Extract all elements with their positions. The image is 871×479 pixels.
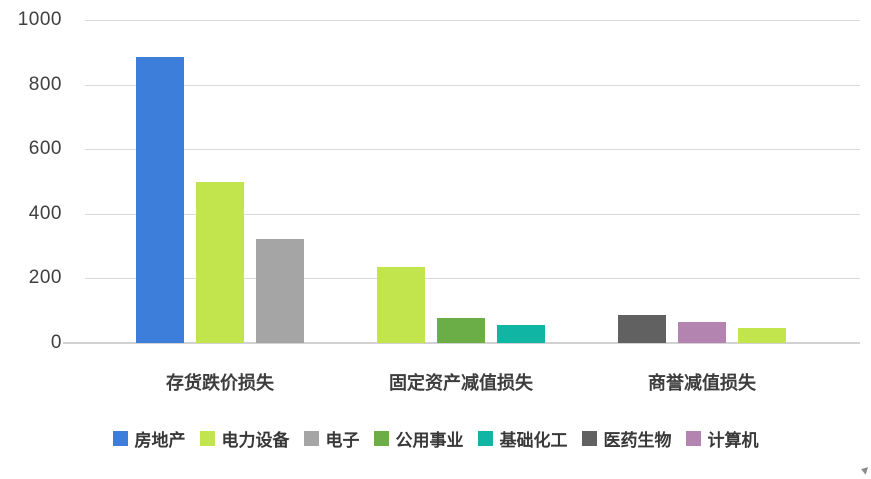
y-tick-label-200: 200 xyxy=(28,267,62,289)
y-tick-label-400: 400 xyxy=(28,202,62,224)
legend-swatch-icon xyxy=(199,431,215,446)
legend-item-计算机: 计算机 xyxy=(685,426,759,451)
x-category-label: 商誉减值损失 xyxy=(648,373,756,393)
bar-存货跌价损失-房地产 xyxy=(136,57,184,343)
legend-swatch-icon xyxy=(373,431,389,446)
bar-商誉减值损失-电力设备 xyxy=(738,328,786,343)
bar-固定资产减值损失-电力设备 xyxy=(377,267,425,343)
legend-item-label: 电子 xyxy=(325,431,360,450)
y-tick-label-600: 600 xyxy=(28,138,62,160)
gridline-400 xyxy=(85,213,860,215)
legend-item-label: 医药生物 xyxy=(603,431,672,450)
y-tick-label-0: 0 xyxy=(50,332,62,353)
cursor-artifact xyxy=(859,465,869,475)
legend-swatch-icon xyxy=(581,431,597,446)
legend-item-label: 电力设备 xyxy=(221,431,290,450)
legend-item-电力设备: 电力设备 xyxy=(199,426,290,451)
legend-swatch-icon xyxy=(303,431,319,446)
legend-item-基础化工: 基础化工 xyxy=(477,426,568,451)
bar-商誉减值损失-计算机 xyxy=(678,322,726,343)
x-axis-line xyxy=(63,342,860,344)
legend-item-label: 计算机 xyxy=(707,431,759,450)
legend-item-医药生物: 医药生物 xyxy=(581,426,672,451)
legend-item-label: 基础化工 xyxy=(499,431,568,450)
legend-swatch-icon xyxy=(112,431,128,446)
gridline-200 xyxy=(85,278,860,280)
legend-item-房地产: 房地产 xyxy=(112,426,186,451)
legend-item-label: 房地产 xyxy=(134,431,186,450)
bar-存货跌价损失-电子 xyxy=(256,239,304,343)
y-tick-label-800: 800 xyxy=(28,73,62,95)
gridline-800 xyxy=(85,84,860,86)
x-category-label: 存货跌价损失 xyxy=(166,373,274,393)
bar-固定资产减值损失-公用事业 xyxy=(437,318,485,343)
y-tick-label-1000: 1000 xyxy=(17,9,62,30)
bar-商誉减值损失-医药生物 xyxy=(618,315,666,343)
legend-swatch-icon xyxy=(477,431,493,446)
legend-item-label: 公用事业 xyxy=(395,431,464,450)
x-category-label: 固定资产减值损失 xyxy=(389,373,533,393)
gridline-600 xyxy=(85,149,860,151)
bar-存货跌价损失-电力设备 xyxy=(196,182,244,343)
bar-固定资产减值损失-基础化工 xyxy=(497,325,545,343)
legend: 房地产 电力设备 电子 公用事业 基础化工 医药生物 计算机 xyxy=(0,426,871,451)
legend-item-公用事业: 公用事业 xyxy=(373,426,464,451)
legend-item-电子: 电子 xyxy=(303,426,360,451)
gridline-1000 xyxy=(85,20,860,21)
legend-swatch-icon xyxy=(685,431,701,446)
